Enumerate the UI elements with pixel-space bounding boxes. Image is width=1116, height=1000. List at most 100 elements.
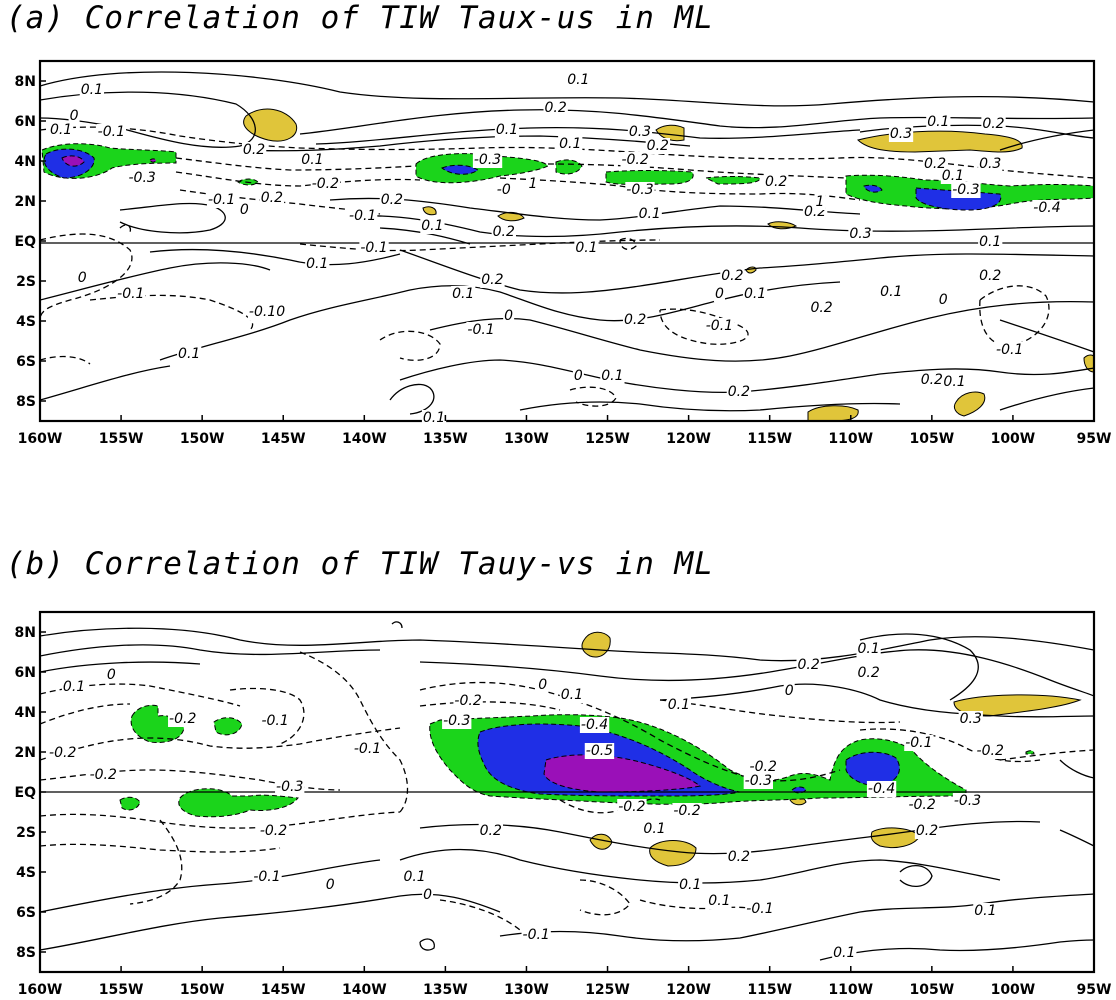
contour-line [40,859,381,913]
contour-label: 0.1 [452,286,474,302]
contour-label-bg [527,176,539,192]
contour-label: 0.1 [575,240,597,256]
contour-label-bg [579,717,610,733]
contour-label: 0.2 [381,192,403,208]
contour-line [89,294,254,331]
contour-label-bg [491,224,516,240]
contour-label-bg [926,114,951,130]
contour-line [315,126,861,145]
shade-pos-patch [870,827,921,849]
contour-line [40,233,133,321]
contour-label: 0.2 [728,384,750,400]
contour-label-bg [300,152,325,168]
y-tick-label: 6S [16,905,36,921]
contour-line [119,202,226,234]
contour-label-bg [907,797,937,813]
shade-pos-patch [1083,354,1094,373]
contour-line [1059,759,1094,779]
contour-label: 0.2 [647,138,669,154]
contour-line [499,177,861,201]
y-tick-label: 8N [15,74,36,90]
contour-label-bg [745,901,775,917]
shade-neg-patch [605,170,694,185]
contour-line [129,819,183,905]
contour-label: 0.3 [960,711,982,727]
y-tick-label: 4N [15,154,36,170]
contour-label: 0.2 [810,300,832,316]
shade-neg-patch [178,788,299,818]
contour-label: -0.2 [260,823,287,839]
y-tick-label: 2N [15,194,36,210]
x-tick-label: 125W [585,982,630,998]
contour-label-bg [856,641,881,657]
contour-line [439,899,521,931]
contour-label: -0.2 [908,797,935,813]
contour-label-bg [937,292,949,308]
contour-label-bg [743,773,774,789]
contour-line [159,281,841,361]
contour-label-bg [866,781,897,797]
contour-label-bg [260,713,290,729]
contour-label-bg [748,759,778,775]
contour-line [40,727,401,761]
shade-pos-patch [655,124,685,142]
contour-label: 0.2 [721,268,743,284]
y-tick-label: 8S [16,945,36,961]
contour-label-bg [259,190,285,206]
contour-line [40,71,1094,107]
contour-label-bg [796,657,821,673]
contour-label-bg [713,286,725,302]
contour-label-bg [617,799,647,815]
contour-label: -0.2 [673,803,700,819]
contour-label-bg [48,745,78,761]
contour-label-bg [275,779,305,795]
x-tick-label: 150W [180,431,225,447]
contour-line [379,330,441,361]
contour-label: 0.1 [301,152,323,168]
contour-label-bg [975,743,1005,759]
contour-label-bg [247,304,287,320]
contour-line [499,893,1094,942]
contour-label: -0.1 [208,192,235,208]
x-tick-label: 130W [504,982,549,998]
contour-label: 0.1 [708,893,730,909]
contour-line [389,383,435,415]
contour-label-bg [495,182,512,198]
contour-label-bg [832,945,857,961]
shade-neg-patch [543,754,702,793]
contour-line [40,355,91,365]
contour-line [149,248,401,266]
contour-line [999,387,1094,411]
contour-line [40,661,201,673]
contour-label-bg [472,152,503,168]
contour-label-bg [379,192,405,208]
contour-line [547,163,847,179]
contour-line [249,135,691,152]
panel-a-contours [40,71,1094,415]
contour-label-bg [742,286,768,302]
contour-label: 0.3 [890,126,912,142]
contour-label: -0.1 [261,713,288,729]
contour-label-bg [707,893,732,909]
contour-label-bg [48,122,74,138]
contour-label: 0.1 [50,122,72,138]
shade-pos-patch [581,631,611,658]
x-tick-label: 160W [18,431,63,447]
contour-label-bg [995,342,1025,358]
contour-label: -0.2 [618,799,645,815]
x-tick-label: 155W [99,982,144,998]
contour-label: 1 [528,176,537,192]
y-tick-label: 4N [15,705,36,721]
contour-label-bg [637,206,662,222]
contour-label-bg [348,208,378,224]
contour-label: 0.2 [916,823,938,839]
contour-label: 0.1 [81,82,103,98]
contour-label: -0.1 [467,322,494,338]
contour-label-bg [127,170,157,186]
contour-label-bg [79,82,105,98]
contour-label-bg [942,374,967,390]
contour-line [40,811,401,829]
shade-neg-patch [130,704,185,743]
contour-label: -0.3 [443,713,470,729]
